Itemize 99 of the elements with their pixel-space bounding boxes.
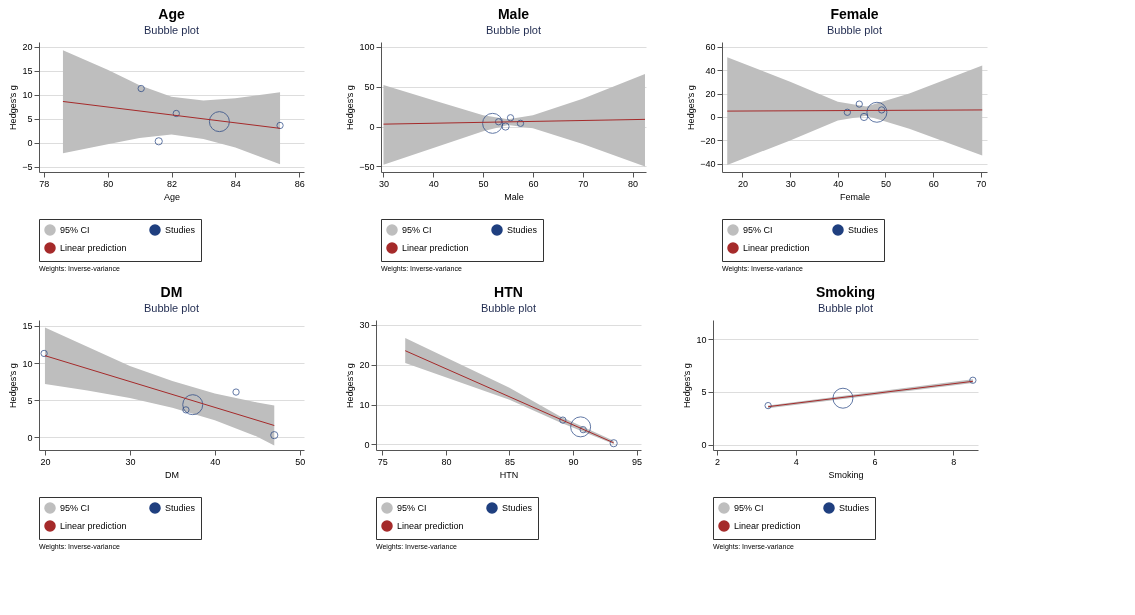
y-tick-label: 40 — [705, 65, 716, 76]
legend-label: Linear prediction — [60, 521, 127, 531]
x-tick-label: 30 — [378, 178, 389, 189]
chart-title: Age — [158, 6, 185, 22]
legend-label: Studies — [507, 225, 538, 235]
x-axis-title: Age — [163, 191, 181, 202]
x-axis-title: DM — [165, 469, 179, 480]
chart-subtitle: Bubble plot — [143, 302, 200, 314]
legend-label: Studies — [165, 225, 196, 235]
y-tick-label: 0 — [710, 112, 716, 123]
y-axis-title: Hedges's g — [686, 85, 697, 130]
y-axis-title: Hedges's g — [8, 363, 19, 408]
y-tick-label: 20 — [22, 42, 33, 53]
legend-label: Linear prediction — [743, 243, 810, 253]
y-tick-label: 20 — [359, 360, 370, 371]
legend-label: 95% CI — [743, 225, 773, 235]
chart-subtitle: Bubble plot — [485, 24, 542, 36]
x-tick-label: 75 — [377, 456, 388, 467]
x-tick-label: 78 — [39, 178, 50, 189]
y-tick-label: −40 — [700, 159, 716, 170]
x-tick-label: 50 — [880, 178, 891, 189]
y-tick-label: −20 — [700, 135, 716, 146]
y-tick-label: 0 — [27, 432, 33, 443]
legend-label: Linear prediction — [734, 521, 801, 531]
x-tick-label: 30 — [125, 456, 136, 467]
y-tick-label: 10 — [359, 400, 370, 411]
y-axis-title: Hedges's g — [345, 363, 356, 408]
x-tick-label: 40 — [210, 456, 221, 467]
x-tick-label: 60 — [528, 178, 539, 189]
x-tick-label: 2 — [714, 456, 720, 467]
x-tick-label: 8 — [951, 456, 957, 467]
x-tick-label: 80 — [441, 456, 452, 467]
legend-label: Studies — [165, 503, 196, 513]
legend-label: Studies — [839, 503, 870, 513]
y-tick-label: −5 — [22, 162, 33, 173]
chart-title: HTN — [494, 284, 523, 300]
y-tick-label: 0 — [364, 439, 370, 450]
x-tick-label: 60 — [928, 178, 939, 189]
y-tick-label: 5 — [27, 114, 33, 125]
y-tick-label: 5 — [701, 387, 707, 398]
y-tick-label: 10 — [696, 334, 707, 345]
y-tick-label: 0 — [369, 122, 375, 133]
y-tick-label: −50 — [359, 161, 375, 172]
y-axis-title: Hedges's g — [345, 85, 356, 130]
x-tick-label: 90 — [568, 456, 579, 467]
chart-title: DM — [160, 284, 183, 300]
x-tick-label: 80 — [628, 178, 639, 189]
legend-label: 95% CI — [60, 503, 90, 513]
y-tick-label: 10 — [22, 358, 33, 369]
x-tick-label: 50 — [478, 178, 489, 189]
x-tick-label: 84 — [230, 178, 241, 189]
chart-subtitle: Bubble plot — [826, 24, 883, 36]
x-tick-label: 86 — [294, 178, 305, 189]
x-tick-label: 85 — [504, 456, 515, 467]
legend-label: 95% CI — [397, 503, 427, 513]
y-tick-label: 30 — [359, 320, 370, 331]
y-tick-label: 5 — [27, 395, 33, 406]
chart-title: Female — [830, 6, 879, 22]
y-tick-label: 60 — [705, 42, 716, 53]
chart-subtitle: Bubble plot — [817, 302, 874, 314]
y-tick-label: 20 — [705, 89, 716, 100]
x-axis-title: Male — [504, 191, 524, 202]
y-tick-label: 50 — [364, 82, 375, 93]
x-tick-label: 50 — [295, 456, 306, 467]
legend-label: Linear prediction — [60, 243, 127, 253]
x-axis-title: HTN — [499, 469, 519, 480]
legend-label: Linear prediction — [397, 521, 464, 531]
y-tick-label: 10 — [22, 90, 33, 101]
x-tick-label: 40 — [428, 178, 439, 189]
x-tick-label: 30 — [785, 178, 796, 189]
y-tick-label: 0 — [701, 440, 707, 451]
legend-label: Studies — [502, 503, 533, 513]
x-tick-label: 82 — [166, 178, 178, 189]
x-tick-label: 70 — [976, 178, 987, 189]
y-tick-label: 15 — [22, 66, 33, 77]
legend-label: 95% CI — [734, 503, 764, 513]
y-tick-label: 100 — [359, 42, 375, 53]
x-axis-title: Smoking — [828, 469, 864, 480]
x-tick-label: 40 — [833, 178, 844, 189]
legend-label: Linear prediction — [402, 243, 469, 253]
chart-title: Male — [497, 6, 530, 22]
y-tick-label: 0 — [27, 138, 33, 149]
legend-label: 95% CI — [402, 225, 432, 235]
chart-subtitle: Bubble plot — [143, 24, 200, 36]
x-tick-label: 70 — [578, 178, 589, 189]
x-axis-title: Female — [839, 191, 871, 202]
chart-title: Smoking — [815, 284, 876, 300]
y-axis-title: Hedges's g — [8, 85, 19, 130]
x-tick-label: 20 — [737, 178, 748, 189]
x-tick-label: 95 — [632, 456, 643, 467]
legend-label: 95% CI — [60, 225, 90, 235]
y-tick-label: 15 — [22, 321, 33, 332]
x-tick-label: 20 — [40, 456, 51, 467]
x-tick-label: 80 — [103, 178, 114, 189]
x-tick-label: 6 — [872, 456, 878, 467]
x-tick-label: 4 — [793, 456, 799, 467]
y-axis-title: Hedges's g — [682, 363, 693, 408]
legend-label: Studies — [848, 225, 879, 235]
chart-subtitle: Bubble plot — [480, 302, 537, 314]
